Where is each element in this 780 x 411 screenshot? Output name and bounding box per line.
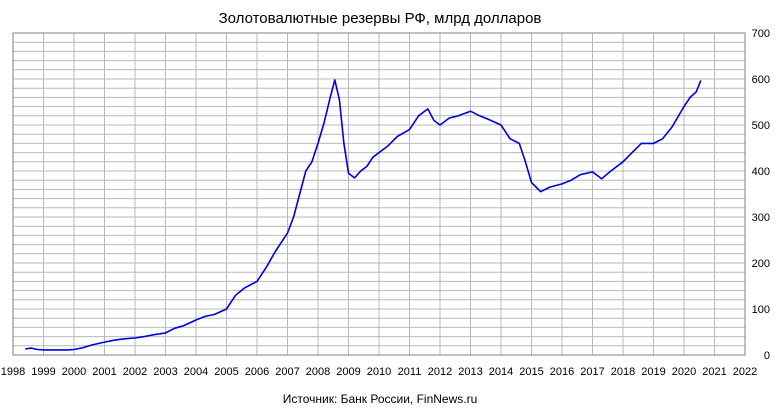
source-caption: Источник: Банк России, FinNews.ru <box>283 392 478 406</box>
x-tick-label: 2012 <box>428 366 452 378</box>
plot-frame <box>12 32 746 356</box>
x-tick-label: 1999 <box>31 366 55 378</box>
x-tick-label: 2009 <box>336 366 360 378</box>
x-tick-label: 2018 <box>611 366 635 378</box>
y-tick-label: 700 <box>752 28 770 40</box>
y-tick-label: 0 <box>764 350 770 362</box>
x-axis-ticks: 1998 1999 2000 2001 2002 2003 2004 2005 2006 2007… <box>1 366 757 378</box>
x-tick-label: 2010 <box>367 366 391 378</box>
y-tick-label: 100 <box>752 304 770 316</box>
x-tick-label: 2002 <box>123 366 147 378</box>
y-tick-label: 200 <box>752 258 770 270</box>
x-tick-label: 2011 <box>398 366 422 378</box>
y-axis-ticks: 0 100 200 300 400 500 600 700 <box>752 28 770 362</box>
x-tick-label: 1998 <box>1 366 25 378</box>
series-group <box>25 79 702 351</box>
x-tick-label: 2004 <box>184 366 208 378</box>
y-tick-label: 500 <box>752 120 770 132</box>
x-tick-label: 2006 <box>245 366 269 378</box>
x-tick-label: 2013 <box>458 366 482 378</box>
x-tick-label: 2015 <box>519 366 543 378</box>
grid-lines <box>12 32 746 356</box>
x-tick-label: 2020 <box>672 366 696 378</box>
x-tick-label: 2016 <box>550 366 574 378</box>
y-tick-label: 400 <box>752 166 770 178</box>
x-tick-label: 2003 <box>153 366 177 378</box>
y-tick-label: 300 <box>752 212 770 224</box>
y-tick-label: 600 <box>752 74 770 86</box>
x-tick-label: 2021 <box>702 366 726 378</box>
x-tick-label: 2005 <box>214 366 238 378</box>
x-tick-label: 2000 <box>62 366 86 378</box>
reserves-series-line <box>25 79 702 351</box>
x-tick-label: 2001 <box>92 366 116 378</box>
x-tick-label: 2007 <box>275 366 299 378</box>
x-tick-label: 2017 <box>580 366 604 378</box>
x-tick-label: 2008 <box>306 366 330 378</box>
x-tick-label: 2022 <box>733 366 757 378</box>
x-tick-label: 2019 <box>641 366 665 378</box>
x-tick-label: 2014 <box>489 366 513 378</box>
chart-title: Золотовалютные резервы РФ, млрд долларов <box>219 10 542 27</box>
